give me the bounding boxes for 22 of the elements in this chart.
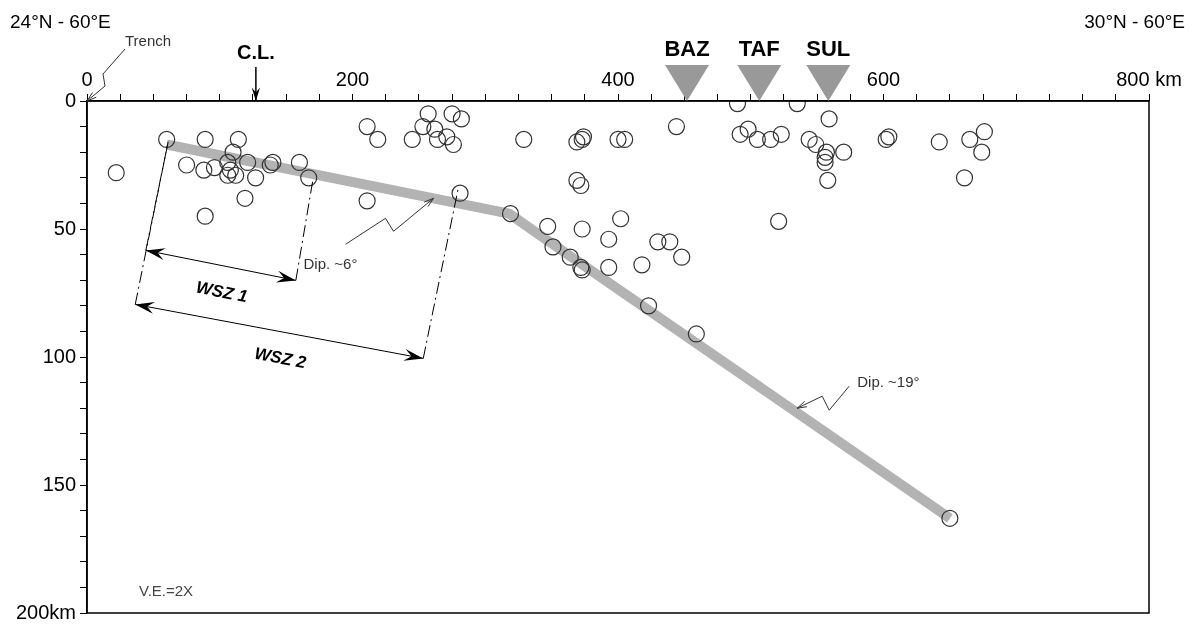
x-tick-label: 0 bbox=[81, 67, 93, 90]
text: BAZ bbox=[664, 36, 710, 61]
annotation: WSZ 2 bbox=[252, 343, 309, 373]
x-tick-label: 200 bbox=[335, 67, 370, 90]
text: Trench bbox=[125, 32, 172, 49]
annotation: WSZ 1 bbox=[194, 277, 250, 307]
x-tick-label: 800 km bbox=[1116, 67, 1182, 90]
x-tick-label: 400 bbox=[601, 67, 635, 90]
text: 24°N - 60°E bbox=[10, 11, 111, 32]
x-tick-label: 600 bbox=[866, 67, 901, 90]
text: TAF bbox=[738, 36, 780, 61]
text: SUL bbox=[806, 36, 851, 61]
annotation: Dip. ~6° bbox=[303, 255, 358, 273]
annotation: Dip. ~19° bbox=[857, 373, 920, 391]
y-tick-label: 150 bbox=[42, 472, 77, 495]
text: 30°N - 60°E bbox=[1084, 11, 1185, 32]
annotation: V.E.=2X bbox=[139, 582, 194, 599]
y-tick-label: 50 bbox=[53, 216, 77, 239]
y-tick-label: 0 bbox=[64, 88, 77, 111]
y-tick-label: 200km bbox=[16, 600, 77, 623]
text: C.L. bbox=[236, 41, 275, 63]
y-tick-label: 100 bbox=[42, 344, 77, 367]
